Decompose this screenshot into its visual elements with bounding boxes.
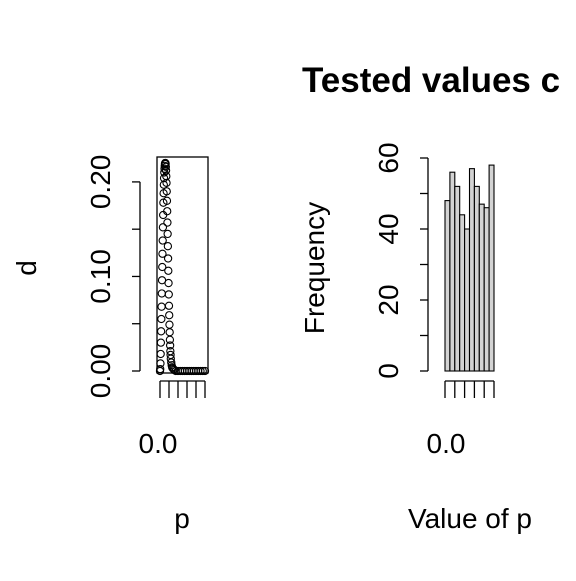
scatter-point: [196, 366, 205, 376]
scatter-y-tick-label: 0.00: [85, 344, 116, 399]
hist-y-tick-label: 20: [373, 284, 404, 315]
scatter-point: [159, 173, 169, 183]
scatter-point: [163, 207, 172, 216]
histogram-bar: [449, 171, 456, 372]
scatter-point: [165, 335, 175, 344]
scatter-x-tick-label: 0.0: [139, 428, 178, 459]
scatter-point: [163, 218, 172, 227]
hist-x-tick-label: 0.0: [427, 428, 466, 459]
hist-y-axis: 0 20 40 60: [373, 142, 429, 379]
scatter-point: [160, 164, 169, 173]
scatter-point: [200, 366, 210, 376]
histogram-bar: [488, 164, 495, 372]
histogram-bar: [444, 200, 451, 372]
scatter-point: [156, 338, 166, 347]
histogram-bar: [483, 207, 490, 372]
scatter-point: [163, 242, 173, 251]
scatter-point: [156, 327, 166, 336]
scatter-y-tick-label: 0.10: [85, 249, 116, 304]
histogram-bar: [468, 168, 475, 372]
scatter-point: [162, 178, 171, 187]
histogram-bar: [473, 185, 480, 372]
scatter-point: [163, 229, 172, 239]
scatter-point: [156, 359, 165, 368]
scatter-point: [157, 314, 166, 324]
scatter-point: [165, 328, 174, 337]
histogram-bar: [459, 214, 466, 372]
scatter-point: [163, 254, 173, 263]
scatter-y-tick-label: 0.20: [85, 155, 116, 210]
scatter-point: [158, 223, 168, 232]
scatter-point: [157, 302, 166, 311]
histogram-bar: [478, 203, 485, 372]
scatter-x-axis-label: p: [174, 503, 190, 534]
histogram-bars: [444, 164, 495, 372]
scatter-point: [157, 289, 166, 298]
scatter-point: [161, 166, 171, 175]
hist-y-tick-label: 60: [373, 142, 404, 173]
scatter-point: [164, 266, 173, 275]
scatter-point: [158, 249, 167, 258]
scatter-point: [170, 365, 179, 375]
scatter-point: [161, 159, 170, 169]
scatter-point: [164, 301, 174, 310]
scatter-point: [162, 172, 171, 181]
scatter-point: [156, 364, 165, 374]
scatter-point: [158, 262, 167, 272]
hist-y-axis-label: Frequency: [299, 202, 330, 334]
scatter-point: [198, 366, 207, 376]
scatter-point: [156, 349, 165, 359]
hist-title: Tested values c: [302, 61, 560, 100]
scatter-y-axis-label: d: [11, 260, 42, 276]
scatter-points: [155, 158, 210, 376]
scatter-point: [165, 311, 174, 320]
scatter-point: [165, 341, 175, 350]
scatter-point: [162, 187, 171, 196]
histogram-bar: [464, 228, 471, 372]
hist-x-axis: [444, 380, 495, 398]
scatter-x-axis: [159, 380, 206, 398]
scatter-point: [161, 162, 170, 171]
scatter-point: [162, 196, 172, 205]
scatter-y-axis: 0.00 0.10 0.20: [85, 155, 141, 399]
density-scatter-panel: 0.00 0.10 0.20 0.0 p d: [11, 155, 210, 534]
scatter-point: [165, 320, 174, 329]
histogram-bar: [454, 185, 461, 372]
scatter-point: [164, 278, 173, 288]
scatter-point: [164, 290, 173, 299]
hist-x-axis-label: Value of p: [408, 503, 532, 534]
histogram-panel: 0 20 40 60 0.0 Value of p Frequency: [299, 142, 532, 534]
scatter-plot-frame: [156, 156, 209, 374]
hist-y-tick-label: 0: [373, 363, 404, 379]
hist-y-tick-label: 40: [373, 213, 404, 244]
scatter-point: [158, 236, 167, 245]
